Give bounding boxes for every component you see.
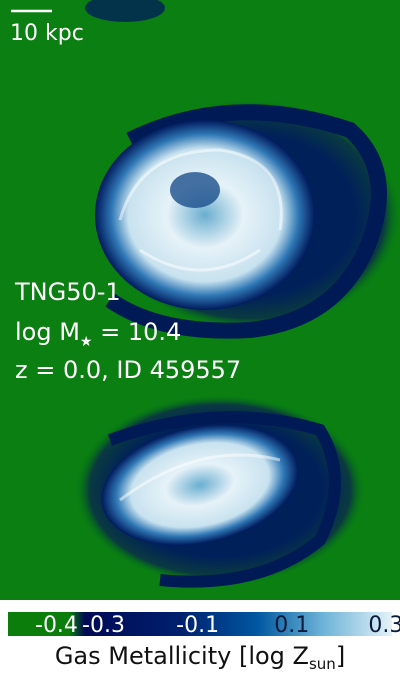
colorbar-label-end: ] <box>336 642 345 670</box>
redshift-label: z = 0.0, ID 459557 <box>15 356 241 384</box>
colorbar-tick-label: -0.3 <box>82 613 125 638</box>
colorbar-ticks: -0.4 -0.3 -0.1 0.1 0.3 <box>35 613 400 638</box>
colorbar-label-sub: sun <box>309 655 336 673</box>
colorbar-label: Gas Metallicity [log Zsun] <box>55 642 345 673</box>
mass-sub: ★ <box>80 334 93 350</box>
mass-label: log M★ = 10.4 <box>15 318 181 350</box>
scale-bar-label: 10 kpc <box>10 21 84 46</box>
simulation-label: TNG50-1 <box>14 278 121 306</box>
colorbar-label-text: Gas Metallicity [log Z <box>55 642 309 670</box>
colorbar-tick-label: 0.3 <box>368 613 400 638</box>
colorbar-tick-label: -0.4 <box>35 613 78 638</box>
colorbar-tick-label: -0.1 <box>176 613 219 638</box>
mass-value: = 10.4 <box>92 318 181 346</box>
face-on-panel <box>0 0 400 400</box>
edge-on-panel <box>0 395 400 600</box>
colorbar <box>8 612 392 636</box>
colorbar-tick-label: 0.1 <box>274 613 309 638</box>
mass-text: log M <box>15 318 80 346</box>
